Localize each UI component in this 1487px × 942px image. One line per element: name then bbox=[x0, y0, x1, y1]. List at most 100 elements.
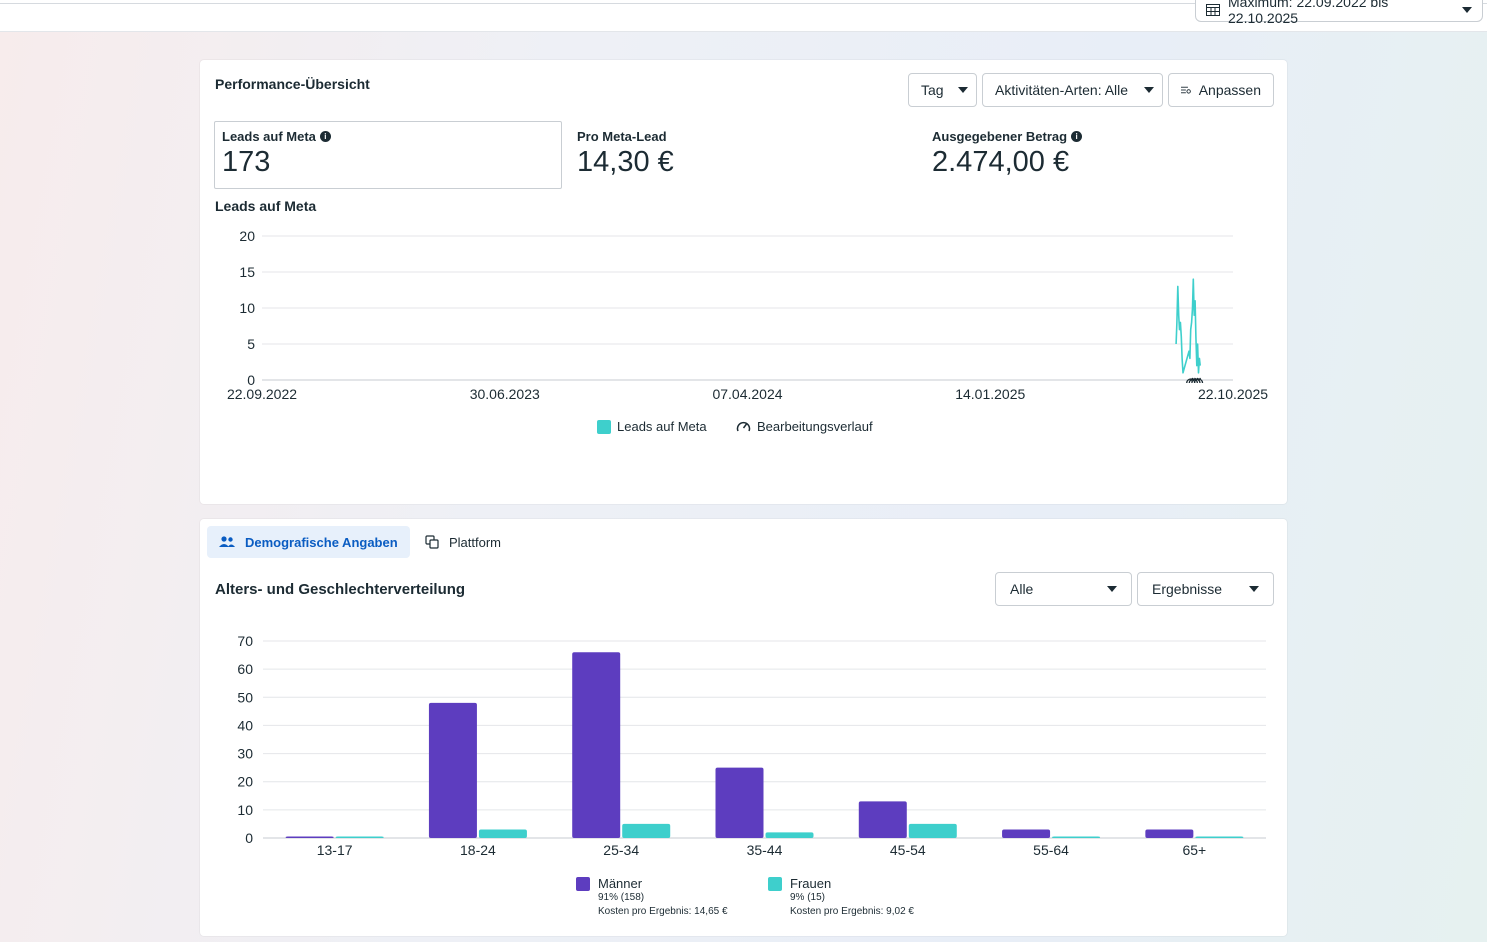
filter-all-label: Alle bbox=[1010, 581, 1034, 597]
customize-label: Anpassen bbox=[1198, 82, 1261, 98]
teal-swatch bbox=[768, 876, 782, 891]
people-icon bbox=[219, 536, 235, 547]
bar-x-tick-label: 55-64 bbox=[1033, 842, 1069, 858]
platform-icon bbox=[425, 535, 439, 549]
line-x-tick-label: 22.09.2022 bbox=[227, 386, 297, 402]
purple-swatch bbox=[576, 876, 590, 891]
bar-men bbox=[285, 836, 334, 838]
line-legend-series-label: Leads auf Meta bbox=[617, 419, 707, 434]
info-icon[interactable]: i bbox=[1071, 131, 1083, 142]
metric-cost-per-lead-value: 14,30 € bbox=[577, 146, 674, 178]
metric-amount-spent-value: 2.474,00 € bbox=[932, 146, 1070, 178]
bar-x-tick-label: 65+ bbox=[1182, 842, 1206, 858]
legend-women-share: 9% (15) bbox=[790, 892, 826, 903]
line-y-tick-label: 5 bbox=[247, 336, 255, 352]
bar-y-tick-label: 60 bbox=[237, 661, 253, 677]
granularity-label: Tag bbox=[921, 82, 944, 98]
chevron-down-icon bbox=[1462, 7, 1472, 13]
top-edge bbox=[0, 0, 1487, 4]
bar-x-tick-label: 18-24 bbox=[460, 842, 496, 858]
bar-women bbox=[478, 829, 527, 838]
tab-platform[interactable]: Plattform bbox=[413, 526, 513, 558]
bar-y-tick-label: 10 bbox=[237, 802, 253, 818]
line-x-tick-label: 22.10.2025 bbox=[1198, 386, 1268, 402]
metric-amount-spent-label: Ausgegebener Betrag bbox=[932, 129, 1068, 144]
bar-men bbox=[715, 767, 764, 838]
bar-women bbox=[622, 823, 671, 838]
bar-women bbox=[765, 832, 814, 838]
filter-all-select[interactable]: Alle bbox=[995, 572, 1132, 606]
line-chart-heading: Leads auf Meta bbox=[215, 198, 317, 214]
bar-y-tick-label: 70 bbox=[237, 633, 253, 649]
activity-types-label: Aktivitäten-Arten: Alle bbox=[995, 82, 1129, 98]
date-range-button[interactable]: Maximum: 22.09.2022 bis 22.10.2025 bbox=[1195, 0, 1483, 26]
legend-men-cost: Kosten pro Ergebnis: 14,65 € bbox=[598, 906, 728, 917]
legend-women-name: Frauen bbox=[790, 876, 832, 891]
performance-title: Performance-Übersicht bbox=[215, 76, 370, 92]
tab-demographics-label: Demografische Angaben bbox=[245, 534, 398, 550]
chevron-down-icon bbox=[1249, 586, 1259, 592]
bar-x-tick-label: 35-44 bbox=[747, 842, 783, 858]
line-x-tick-label: 07.04.2024 bbox=[712, 386, 782, 402]
line-y-tick-label: 0 bbox=[247, 372, 255, 388]
legend-men-name: Männer bbox=[598, 876, 643, 891]
bar-women bbox=[1195, 836, 1244, 838]
metric-leads[interactable]: Leads auf Meta i 173 bbox=[214, 121, 562, 189]
leads-line-chart: 0 5 10 15 20 22.09.2022 30.06.2023 07.04.2024 14… bbox=[227, 228, 1268, 402]
bar-x-tick-label: 25-34 bbox=[603, 842, 639, 858]
line-x-tick-label: 14.01.2025 bbox=[955, 386, 1025, 402]
chevron-down-icon bbox=[1107, 586, 1117, 592]
activity-types-button[interactable]: Aktivitäten-Arten: Alle bbox=[982, 73, 1163, 107]
bar-legend-women[interactable]: Frauen 9% (15) Kosten pro Ergebnis: 9,02… bbox=[768, 876, 914, 919]
tab-platform-label: Plattform bbox=[449, 534, 502, 550]
chevron-down-icon bbox=[957, 87, 968, 93]
teal-swatch bbox=[597, 419, 611, 434]
line-x-tick-label: 30.06.2023 bbox=[470, 386, 540, 402]
performance-card: Performance-Übersicht Tag Aktivitäten-Ar… bbox=[200, 60, 1287, 504]
metric-cost-per-lead[interactable]: Pro Meta-Lead 14,30 € bbox=[577, 129, 674, 179]
bar-men bbox=[1002, 829, 1051, 838]
legend-women-cost: Kosten pro Ergebnis: 9,02 € bbox=[790, 906, 914, 917]
calendar-icon bbox=[1206, 4, 1220, 16]
bar-x-tick-label: 13-17 bbox=[317, 842, 353, 858]
bar-y-tick-label: 30 bbox=[237, 746, 253, 762]
gauge-icon bbox=[736, 421, 751, 431]
bar-women bbox=[335, 836, 384, 838]
demographics-title: Alters- und Geschlechterverteilung bbox=[215, 581, 466, 598]
bar-men bbox=[572, 652, 621, 838]
line-y-tick-label: 15 bbox=[239, 264, 255, 280]
metric-leads-value: 173 bbox=[222, 146, 271, 178]
metric-amount-spent[interactable]: Ausgegebener Betrag i 2.474,00 € bbox=[932, 129, 1083, 179]
leads-series-line bbox=[1175, 278, 1201, 374]
line-legend-history-label: Bearbeitungsverlauf bbox=[757, 419, 873, 434]
customize-icon bbox=[1181, 86, 1191, 94]
tab-demographics[interactable]: Demografische Angaben bbox=[207, 526, 410, 558]
bar-x-tick-label: 45-54 bbox=[890, 842, 926, 858]
history-marker bbox=[1193, 377, 1204, 384]
bar-y-tick-label: 50 bbox=[237, 689, 253, 705]
legend-men-share: 91% (158) bbox=[598, 892, 645, 903]
date-range-label: Maximum: 22.09.2022 bis 22.10.2025 bbox=[1228, 0, 1389, 26]
line-legend-history[interactable]: Bearbeitungsverlauf bbox=[736, 419, 873, 434]
bar-y-tick-label: 0 bbox=[245, 830, 253, 846]
line-y-tick-label: 20 bbox=[239, 228, 255, 244]
bar-men bbox=[1145, 829, 1194, 838]
filter-results-label: Ergebnisse bbox=[1152, 581, 1223, 597]
age-gender-bar-chart: 0 10 20 30 40 50 60 70 13-17 18-24 25-34 35-44 45-54… bbox=[237, 633, 1266, 858]
bar-y-tick-label: 20 bbox=[237, 774, 253, 790]
bar-y-tick-label: 40 bbox=[237, 717, 253, 733]
customize-button[interactable]: Anpassen bbox=[1168, 73, 1274, 107]
bar-men bbox=[428, 702, 477, 838]
metric-cost-per-lead-label: Pro Meta-Lead bbox=[577, 129, 667, 144]
bar-women bbox=[908, 823, 957, 838]
demographics-card: Demografische Angaben Plattform Alters- … bbox=[200, 519, 1287, 936]
bar-legend-men[interactable]: Männer 91% (158) Kosten pro Ergebnis: 14… bbox=[576, 876, 728, 919]
line-y-tick-label: 10 bbox=[239, 300, 255, 316]
info-icon[interactable]: i bbox=[319, 131, 331, 142]
filter-results-select[interactable]: Ergebnisse bbox=[1137, 572, 1274, 606]
line-legend-series[interactable]: Leads auf Meta bbox=[597, 419, 707, 434]
bar-men bbox=[858, 801, 907, 838]
chevron-down-icon bbox=[1144, 87, 1155, 93]
metric-leads-label: Leads auf Meta bbox=[222, 129, 316, 144]
granularity-button[interactable]: Tag bbox=[908, 73, 977, 107]
